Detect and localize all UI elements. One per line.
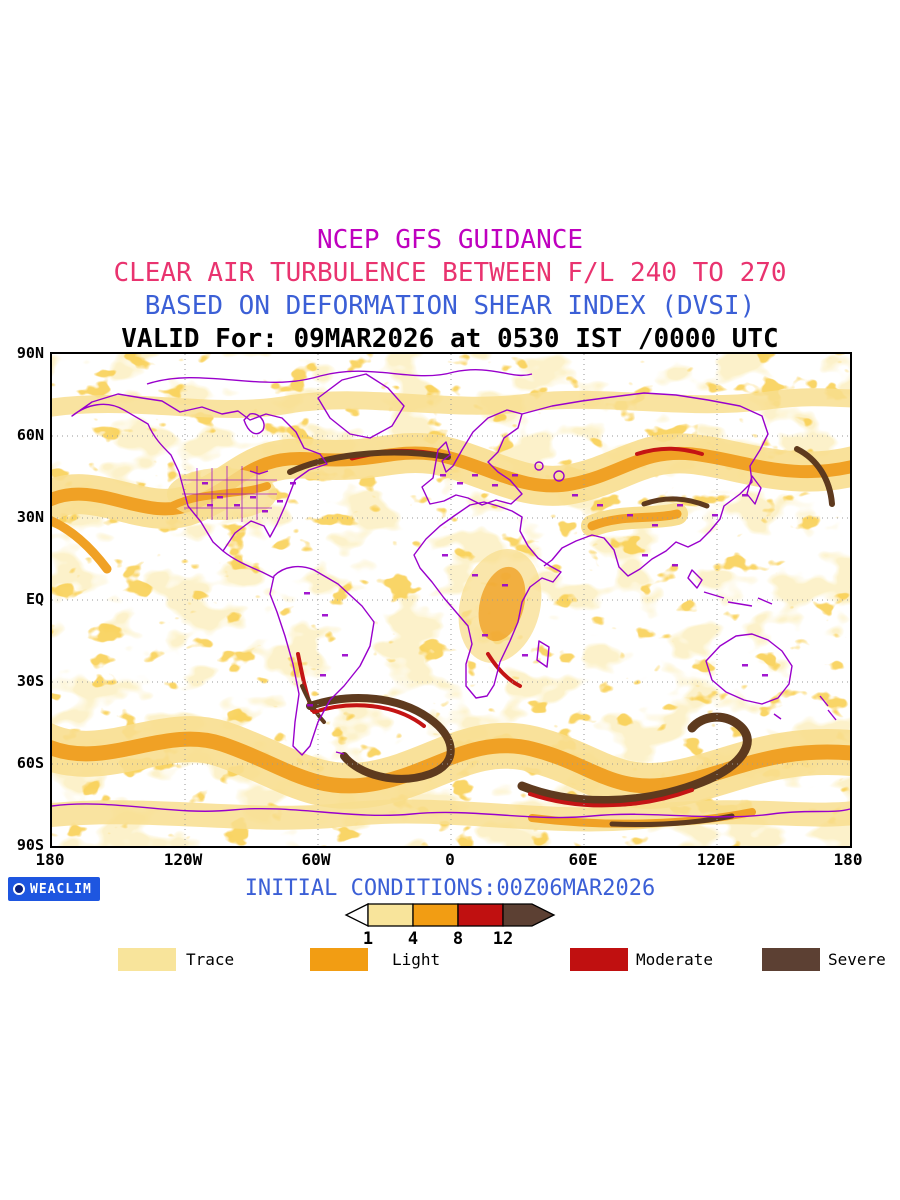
colorbar-below-arrow	[344, 902, 369, 928]
colorbar-moderate-segment	[457, 903, 504, 927]
lat-label-60s: 60S	[16, 754, 44, 772]
colorbar-severe-arrow	[502, 903, 556, 927]
subtitle-turbulence: CLEAR AIR TURBULENCE BETWEEN F/L 240 TO …	[113, 258, 787, 288]
subtitle-index: BASED ON DEFORMATION SHEAR INDEX (DVSI)	[144, 291, 756, 321]
weaclim-logo-text: WEACLIM	[30, 881, 92, 897]
lon-label-60e: 60E	[568, 850, 598, 869]
colorbar-tick-4: 4	[408, 929, 418, 948]
legend-swatch-moderate	[570, 948, 628, 971]
lat-label-90s: 90S	[16, 836, 44, 854]
initial-conditions-label: INITIAL CONDITIONS:00Z06MAR2026	[244, 876, 656, 901]
legend-label-light: Light	[392, 950, 441, 969]
weaclim-logo: WEACLIM	[8, 877, 100, 901]
legend-swatch-severe	[762, 948, 820, 971]
colorbar-tick-8: 8	[453, 929, 463, 948]
station-marks	[202, 474, 768, 707]
lon-label-180e: 180	[833, 850, 863, 869]
lat-label-30s: 30S	[16, 672, 44, 690]
colorbar-tick-1: 1	[363, 929, 373, 948]
lat-label-90n: 90N	[16, 344, 44, 362]
colorbar-tick-12: 12	[493, 929, 513, 948]
lon-label-180w: 180	[35, 850, 65, 869]
title-block: NCEP GFS GUIDANCE CLEAR AIR TURBULENCE B…	[0, 224, 900, 356]
legend-swatch-light	[310, 948, 368, 971]
page-title: NCEP GFS GUIDANCE	[316, 225, 584, 255]
weaclim-ring-icon	[13, 883, 25, 895]
world-map	[50, 352, 852, 848]
colorbar: 1 4 8 12	[344, 902, 556, 948]
legend-label-severe: Severe	[828, 950, 886, 969]
coastlines	[52, 369, 850, 819]
valid-time-label: VALID For: 09MAR2026 at 0530 IST /0000 U…	[121, 324, 779, 354]
lon-label-0: 0	[445, 850, 455, 869]
lon-label-120e: 120E	[696, 850, 736, 869]
map-svg	[52, 354, 850, 846]
lon-label-60w: 60W	[301, 850, 331, 869]
colorbar-trace-segment	[367, 903, 414, 927]
lat-label-30n: 30N	[16, 508, 44, 526]
legend-label-trace: Trace	[186, 950, 235, 969]
lat-label-60n: 60N	[16, 426, 44, 444]
legend-swatch-trace	[118, 948, 176, 971]
legend-label-moderate: Moderate	[636, 950, 714, 969]
lat-label-eq: EQ	[25, 590, 44, 608]
colorbar-light-segment	[412, 903, 459, 927]
gridlines	[52, 354, 850, 846]
state-boundaries	[182, 466, 277, 522]
lon-label-120w: 120W	[163, 850, 203, 869]
